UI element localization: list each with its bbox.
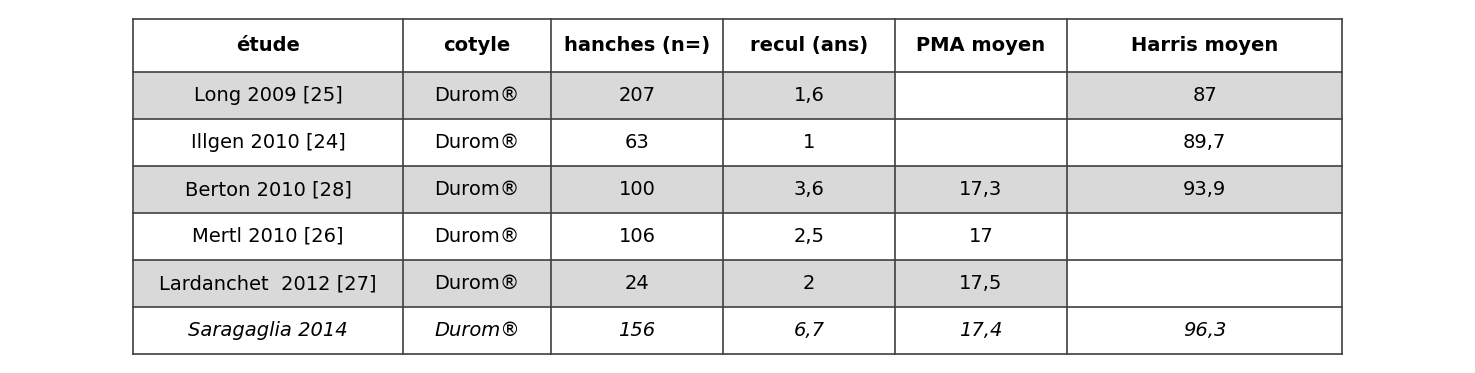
Text: Durom®: Durom® — [434, 274, 519, 293]
Bar — [895, 260, 1066, 307]
Bar — [403, 260, 552, 307]
Bar — [723, 72, 895, 119]
Bar — [1066, 213, 1342, 260]
Text: 156: 156 — [618, 321, 655, 340]
Text: 100: 100 — [618, 180, 655, 199]
Text: Saragaglia 2014: Saragaglia 2014 — [189, 321, 348, 340]
Bar — [895, 19, 1066, 72]
Bar — [552, 260, 723, 307]
Bar — [552, 19, 723, 72]
Text: Illgen 2010 [24]: Illgen 2010 [24] — [190, 133, 345, 152]
Text: 24: 24 — [624, 274, 649, 293]
Bar — [133, 19, 403, 72]
Text: 6,7: 6,7 — [794, 321, 825, 340]
Bar — [403, 19, 552, 72]
Bar — [403, 213, 552, 260]
Bar — [403, 307, 552, 354]
Text: recul (ans): recul (ans) — [749, 36, 869, 55]
Text: hanches (n=): hanches (n=) — [563, 36, 709, 55]
Text: 17,4: 17,4 — [959, 321, 1003, 340]
Bar — [895, 307, 1066, 354]
Bar — [1066, 72, 1342, 119]
Bar — [1066, 166, 1342, 213]
Text: Harris moyen: Harris moyen — [1131, 36, 1279, 55]
Text: Berton 2010 [28]: Berton 2010 [28] — [184, 180, 351, 199]
Text: 1,6: 1,6 — [794, 86, 825, 105]
Bar — [723, 166, 895, 213]
Bar — [723, 260, 895, 307]
Text: Long 2009 [25]: Long 2009 [25] — [193, 86, 342, 105]
Text: étude: étude — [236, 36, 299, 55]
Text: 93,9: 93,9 — [1183, 180, 1226, 199]
Text: 63: 63 — [624, 133, 649, 152]
Text: 96,3: 96,3 — [1183, 321, 1226, 340]
Bar — [1066, 307, 1342, 354]
Bar — [1066, 260, 1342, 307]
Bar — [403, 119, 552, 166]
Text: Durom®: Durom® — [434, 133, 519, 152]
Text: 17,5: 17,5 — [959, 274, 1003, 293]
Text: 17: 17 — [969, 227, 993, 246]
Text: Durom®: Durom® — [434, 227, 519, 246]
Bar — [133, 72, 403, 119]
Text: Durom®: Durom® — [434, 321, 519, 340]
Bar — [895, 166, 1066, 213]
Bar — [403, 72, 552, 119]
Bar — [1066, 119, 1342, 166]
Text: 3,6: 3,6 — [794, 180, 825, 199]
Bar — [552, 119, 723, 166]
Text: 2,5: 2,5 — [794, 227, 825, 246]
Text: cotyle: cotyle — [444, 36, 510, 55]
Bar — [1066, 19, 1342, 72]
Bar — [552, 166, 723, 213]
Bar — [133, 119, 403, 166]
Bar — [552, 213, 723, 260]
Bar — [133, 307, 403, 354]
Text: 2: 2 — [802, 274, 816, 293]
Text: PMA moyen: PMA moyen — [916, 36, 1046, 55]
Bar — [552, 307, 723, 354]
Text: Lardanchet  2012 [27]: Lardanchet 2012 [27] — [159, 274, 376, 293]
Text: 106: 106 — [618, 227, 655, 246]
Text: 89,7: 89,7 — [1183, 133, 1226, 152]
Text: 207: 207 — [618, 86, 655, 105]
Bar — [723, 213, 895, 260]
Text: 17,3: 17,3 — [959, 180, 1003, 199]
Bar — [133, 260, 403, 307]
Text: Mertl 2010 [26]: Mertl 2010 [26] — [192, 227, 344, 246]
Bar — [723, 119, 895, 166]
Bar — [895, 119, 1066, 166]
Text: 1: 1 — [802, 133, 816, 152]
Bar — [133, 166, 403, 213]
Bar — [552, 72, 723, 119]
Bar — [723, 307, 895, 354]
Bar — [895, 213, 1066, 260]
Text: Durom®: Durom® — [434, 86, 519, 105]
Bar — [133, 213, 403, 260]
Text: 87: 87 — [1192, 86, 1217, 105]
Bar — [895, 72, 1066, 119]
Text: Durom®: Durom® — [434, 180, 519, 199]
Bar — [403, 166, 552, 213]
Bar — [723, 19, 895, 72]
